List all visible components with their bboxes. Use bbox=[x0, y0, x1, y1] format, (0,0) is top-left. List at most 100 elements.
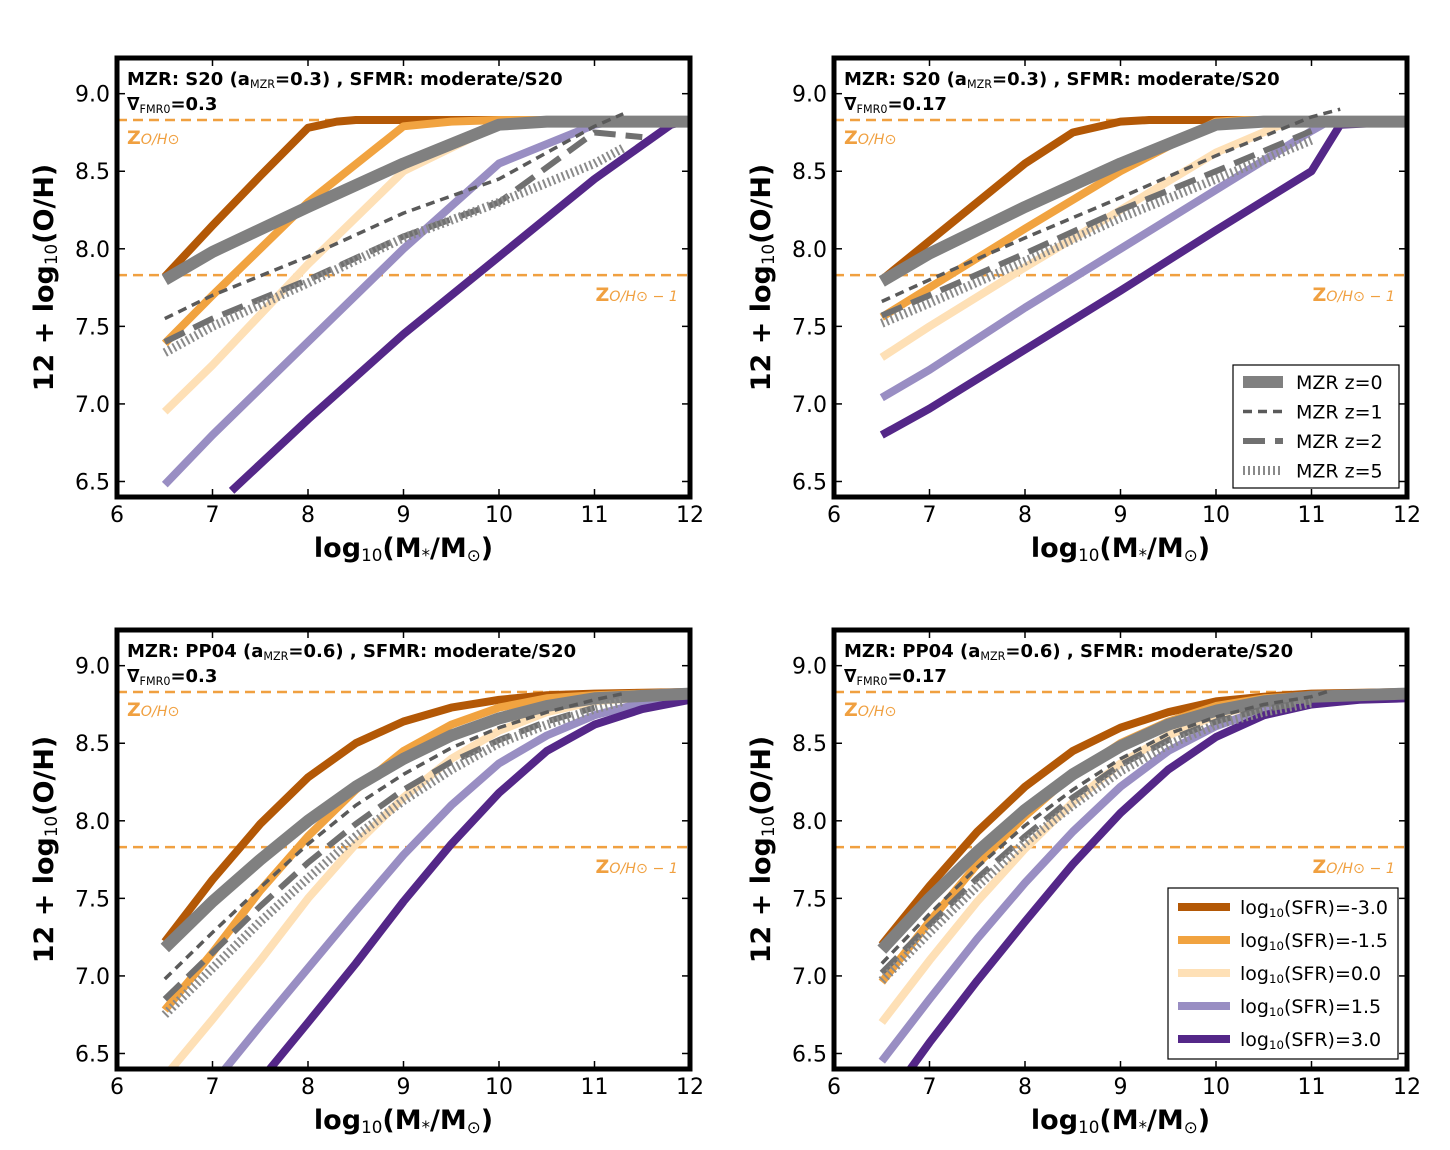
x-tick-label: 8 bbox=[1018, 503, 1032, 528]
y-tick-label: 8.5 bbox=[75, 160, 110, 185]
x-tick-label: 7 bbox=[923, 503, 937, 528]
legend-label: log10(SFR)=0.0 bbox=[1240, 963, 1381, 986]
x-axis-label: log10(M*/M⊙) bbox=[314, 533, 493, 565]
x-tick-label: 7 bbox=[206, 1075, 220, 1100]
x-tick-label: 9 bbox=[397, 1075, 411, 1100]
series-line bbox=[266, 695, 690, 1069]
ref-label-solar-minus-1: ZO/H⊙ − 1 bbox=[1312, 856, 1395, 878]
y-tick-label: 9.0 bbox=[792, 83, 827, 108]
series-line bbox=[162, 704, 596, 1002]
y-tick-label: 7.0 bbox=[792, 393, 827, 418]
y-tick-label: 7.5 bbox=[75, 887, 110, 912]
panel-title: MZR: PP04 (aMZR=0.6) , SFMR: moderate/S2… bbox=[127, 641, 576, 663]
panel-subtitle: ∇FMR0=0.3 bbox=[127, 94, 217, 116]
series-line bbox=[228, 116, 690, 494]
panel-title: MZR: S20 (aMZR=0.3) , SFMR: moderate/S20 bbox=[127, 69, 563, 91]
panel-title: MZR: S20 (aMZR=0.3) , SFMR: moderate/S20 bbox=[844, 69, 1280, 91]
series-line bbox=[880, 688, 1332, 965]
x-tick-label: 10 bbox=[485, 503, 513, 528]
chart-panel-1: 6 7 8 9 10 11 12 6.5 7.0 7.5 8.0 8.5 9.0 log10(M*/M⊙)… bbox=[29, 55, 704, 565]
series-line bbox=[879, 698, 1312, 975]
y-tick-label: 7.5 bbox=[792, 315, 827, 340]
x-tick-label: 9 bbox=[397, 503, 411, 528]
x-tick-label: 10 bbox=[1202, 1075, 1230, 1100]
x-axis-label: log10(M*/M⊙) bbox=[1031, 1105, 1210, 1137]
legend-label: log10(SFR)=1.5 bbox=[1240, 996, 1381, 1019]
x-tick-label: 6 bbox=[110, 503, 124, 528]
legend-label: MZR z=5 bbox=[1296, 461, 1383, 483]
series-line bbox=[878, 115, 1407, 287]
y-tick-label: 6.5 bbox=[792, 1042, 827, 1067]
plot-area bbox=[877, 687, 1407, 1069]
legend-label: MZR z=0 bbox=[1296, 372, 1383, 394]
x-tick-label: 7 bbox=[206, 503, 220, 528]
y-axis-label: 12 + log10(O/H) bbox=[29, 164, 61, 392]
series-line bbox=[907, 694, 1407, 1069]
panel-title: MZR: PP04 (aMZR=0.6) , SFMR: moderate/S2… bbox=[844, 641, 1293, 663]
y-tick-label: 9.0 bbox=[792, 655, 827, 680]
panel-subtitle: ∇FMR0=0.17 bbox=[844, 666, 947, 688]
y-tick-label: 8.0 bbox=[75, 810, 110, 835]
y-tick-label: 7.5 bbox=[792, 887, 827, 912]
x-tick-label: 8 bbox=[301, 1075, 315, 1100]
x-tick-label: 12 bbox=[676, 503, 704, 528]
x-tick-label: 6 bbox=[827, 1075, 841, 1100]
ref-label-solar-minus-1: ZO/H⊙ − 1 bbox=[595, 856, 678, 878]
plot-area bbox=[160, 687, 690, 1069]
plot-area bbox=[878, 107, 1407, 439]
ref-label-solar-minus-1: ZO/H⊙ − 1 bbox=[1312, 284, 1395, 306]
legend-label: MZR z=2 bbox=[1296, 431, 1383, 453]
x-tick-label: 9 bbox=[1114, 1075, 1128, 1100]
series-line bbox=[219, 692, 690, 1069]
y-tick-label: 8.5 bbox=[792, 732, 827, 757]
y-tick-label: 8.0 bbox=[75, 238, 110, 263]
panel-subtitle: ∇FMR0=0.3 bbox=[127, 666, 217, 688]
series-line bbox=[161, 697, 625, 1018]
series-line bbox=[164, 112, 624, 321]
x-axis-label: log10(M*/M⊙) bbox=[1031, 533, 1210, 565]
plot-area bbox=[161, 112, 690, 494]
y-tick-label: 8.0 bbox=[792, 810, 827, 835]
y-tick-label: 8.0 bbox=[792, 238, 827, 263]
chart-panel-4: 6 7 8 9 10 11 12 6.5 7.0 7.5 8.0 8.5 9.0 log10(M*/M⊙)… bbox=[746, 627, 1421, 1137]
series-line bbox=[878, 698, 1313, 984]
legend-label: log10(SFR)=3.0 bbox=[1240, 1029, 1381, 1052]
ref-label-solar: ZO/H⊙ bbox=[844, 699, 896, 721]
series-line bbox=[880, 136, 1314, 328]
x-tick-label: 8 bbox=[301, 503, 315, 528]
y-tick-label: 6.5 bbox=[75, 1042, 110, 1067]
y-tick-label: 7.0 bbox=[792, 965, 827, 990]
x-tick-label: 6 bbox=[827, 503, 841, 528]
x-tick-label: 11 bbox=[581, 1075, 609, 1100]
legend-label: MZR z=1 bbox=[1296, 402, 1383, 424]
y-tick-label: 9.0 bbox=[75, 655, 110, 680]
x-tick-label: 8 bbox=[1018, 1075, 1032, 1100]
legend-label: log10(SFR)=-1.5 bbox=[1240, 930, 1388, 953]
series-line bbox=[160, 687, 690, 953]
chart-panel-2: 6 7 8 9 10 11 12 6.5 7.0 7.5 8.0 8.5 9.0 log10(M*/M⊙)… bbox=[746, 55, 1421, 565]
x-tick-label: 10 bbox=[1202, 503, 1230, 528]
y-tick-label: 7.0 bbox=[75, 393, 110, 418]
x-tick-label: 12 bbox=[1393, 503, 1421, 528]
chart-panel-3: 6 7 8 9 10 11 12 6.5 7.0 7.5 8.0 8.5 9.0 log10(M*/M⊙)… bbox=[29, 627, 704, 1137]
panel-subtitle: ∇FMR0=0.17 bbox=[844, 94, 947, 116]
ref-label-solar-minus-1: ZO/H⊙ − 1 bbox=[595, 284, 678, 306]
x-tick-label: 11 bbox=[1298, 503, 1326, 528]
ref-label-solar: ZO/H⊙ bbox=[127, 699, 179, 721]
x-tick-label: 12 bbox=[676, 1075, 704, 1100]
series-line bbox=[161, 116, 690, 280]
y-tick-label: 9.0 bbox=[75, 83, 110, 108]
y-axis-label: 12 + log10(O/H) bbox=[29, 736, 61, 964]
x-tick-label: 6 bbox=[110, 1075, 124, 1100]
x-tick-label: 11 bbox=[1298, 1075, 1326, 1100]
x-axis-label: log10(M*/M⊙) bbox=[314, 1105, 493, 1137]
y-tick-label: 7.5 bbox=[75, 315, 110, 340]
y-tick-label: 7.0 bbox=[75, 965, 110, 990]
legend-label: log10(SFR)=-3.0 bbox=[1240, 897, 1388, 920]
x-tick-label: 7 bbox=[923, 1075, 937, 1100]
y-axis-label: 12 + log10(O/H) bbox=[746, 736, 778, 964]
x-tick-label: 12 bbox=[1393, 1075, 1421, 1100]
y-tick-label: 8.5 bbox=[792, 160, 827, 185]
legend-mzr: MZR z=0 MZR z=1 MZR z=2 MZR z=5 bbox=[1232, 364, 1400, 489]
